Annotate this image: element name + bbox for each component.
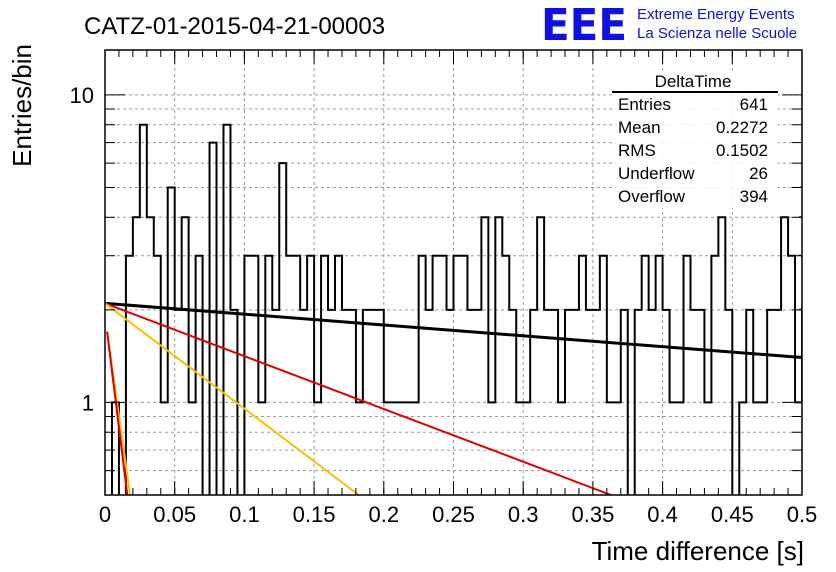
logo-line1: Extreme Energy Events (637, 6, 795, 23)
histogram (110, 123, 802, 495)
stats-row-value: 394 (740, 187, 768, 206)
y-tick-labels: 1 10 (70, 83, 94, 415)
logo-line2: La Scienza nelle Scuole (637, 25, 797, 42)
x-tick-labels: 0 0.05 0.1 0.15 0.2 0.25 0.3 0.35 0.4 0.45 0.5 (99, 502, 817, 527)
x-tick-label: 0.05 (153, 502, 196, 527)
stats-row-value: 0.2272 (716, 118, 768, 137)
stats-row-value: 0.1502 (716, 141, 768, 160)
x-tick-label: 0.3 (508, 502, 539, 527)
chart-title: CATZ-01-2015-04-21-00003 (84, 13, 385, 40)
fit-line-3 (105, 302, 360, 495)
x-tick-label: 0.4 (647, 502, 678, 527)
stats-row-label: Entries (618, 95, 671, 114)
stats-row-label: Overflow (618, 187, 686, 206)
fit-line-2 (105, 302, 612, 495)
stats-row-label: Underflow (618, 164, 695, 183)
y-tick-label: 10 (70, 83, 94, 108)
x-tick-label: 0.1 (229, 502, 260, 527)
axes (104, 49, 803, 496)
logo-mark: EEE (541, 0, 627, 51)
x-tick-label: 0.5 (787, 502, 818, 527)
x-tick-label: 0.25 (432, 502, 475, 527)
stats-row-value: 641 (740, 95, 768, 114)
x-tick-label: 0.15 (293, 502, 336, 527)
x-tick-label: 0.45 (711, 502, 754, 527)
y-tick-label: 1 (82, 390, 94, 415)
histogram-outline (110, 123, 802, 495)
y-axis-label: Entries/bin (7, 44, 37, 167)
stats-row-value: 26 (749, 164, 768, 183)
stats-row-label: Mean (618, 118, 661, 137)
stats-box-background (612, 72, 778, 208)
fit-line-1 (105, 301, 802, 359)
stats-box-title: DeltaTime (655, 72, 732, 91)
x-tick-label: 0.2 (369, 502, 400, 527)
x-axis-label: Time difference [s] (592, 536, 804, 566)
logo: EEE Extreme Energy Events La Scienza nel… (541, 0, 797, 51)
stats-row-label: RMS (618, 141, 656, 160)
stats-box: DeltaTime Entries 641 Mean 0.2272 RMS 0.1502 U… (612, 72, 778, 208)
fit-line-5 (106, 331, 129, 495)
fit-lines (105, 301, 802, 495)
x-tick-label: 0 (99, 502, 111, 527)
x-tick-label: 0.35 (571, 502, 614, 527)
